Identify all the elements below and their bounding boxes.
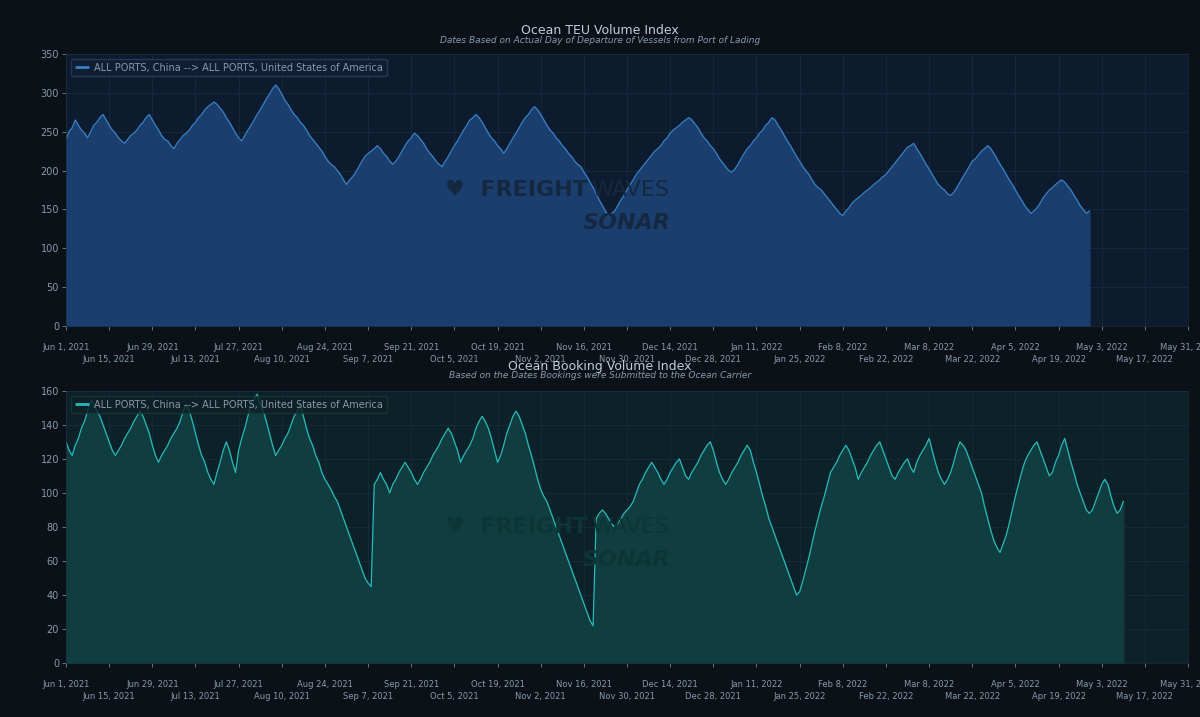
Text: Jun 29, 2021: Jun 29, 2021 <box>126 343 179 351</box>
Text: Oct 19, 2021: Oct 19, 2021 <box>470 343 524 351</box>
Text: Oct 5, 2021: Oct 5, 2021 <box>430 692 479 701</box>
Text: Jan 25, 2022: Jan 25, 2022 <box>774 355 826 364</box>
Text: Apr 5, 2022: Apr 5, 2022 <box>991 343 1039 351</box>
Text: Apr 5, 2022: Apr 5, 2022 <box>991 680 1039 688</box>
Text: Dec 14, 2021: Dec 14, 2021 <box>642 680 698 688</box>
Text: Apr 19, 2022: Apr 19, 2022 <box>1032 355 1086 364</box>
Text: Feb 8, 2022: Feb 8, 2022 <box>818 680 868 688</box>
Text: Nov 2, 2021: Nov 2, 2021 <box>515 355 566 364</box>
Text: Nov 2, 2021: Nov 2, 2021 <box>515 692 566 701</box>
Text: Feb 22, 2022: Feb 22, 2022 <box>859 355 913 364</box>
Text: Jun 15, 2021: Jun 15, 2021 <box>83 692 136 701</box>
Text: Apr 19, 2022: Apr 19, 2022 <box>1032 692 1086 701</box>
Text: Jun 1, 2021: Jun 1, 2021 <box>42 680 90 688</box>
Text: Aug 24, 2021: Aug 24, 2021 <box>296 680 353 688</box>
Text: Jan 25, 2022: Jan 25, 2022 <box>774 692 826 701</box>
Text: Jun 1, 2021: Jun 1, 2021 <box>42 343 90 351</box>
Text: Aug 10, 2021: Aug 10, 2021 <box>254 692 310 701</box>
Text: Nov 30, 2021: Nov 30, 2021 <box>599 692 655 701</box>
Text: Jan 11, 2022: Jan 11, 2022 <box>731 343 782 351</box>
Text: Jan 11, 2022: Jan 11, 2022 <box>731 680 782 688</box>
Text: Jul 13, 2021: Jul 13, 2021 <box>170 355 221 364</box>
Text: Oct 19, 2021: Oct 19, 2021 <box>470 680 524 688</box>
Legend: ALL PORTS, China --> ALL PORTS, United States of America: ALL PORTS, China --> ALL PORTS, United S… <box>71 396 386 414</box>
Text: Ocean TEU Volume Index: Ocean TEU Volume Index <box>521 24 679 37</box>
Text: Mar 8, 2022: Mar 8, 2022 <box>904 343 954 351</box>
Text: Jun 15, 2021: Jun 15, 2021 <box>83 355 136 364</box>
Text: May 31, 2022: May 31, 2022 <box>1159 343 1200 351</box>
Text: May 17, 2022: May 17, 2022 <box>1116 355 1174 364</box>
Text: Jul 13, 2021: Jul 13, 2021 <box>170 692 221 701</box>
Text: Aug 24, 2021: Aug 24, 2021 <box>296 343 353 351</box>
Text: Dec 28, 2021: Dec 28, 2021 <box>685 355 742 364</box>
Text: Feb 8, 2022: Feb 8, 2022 <box>818 343 868 351</box>
Text: SONAR: SONAR <box>583 213 671 233</box>
Text: Based on the Dates Bookings were Submitted to the Ocean Carrier: Based on the Dates Bookings were Submitt… <box>449 371 751 381</box>
Text: May 31, 2022: May 31, 2022 <box>1159 680 1200 688</box>
Text: Nov 16, 2021: Nov 16, 2021 <box>556 680 612 688</box>
Text: May 17, 2022: May 17, 2022 <box>1116 692 1174 701</box>
Text: Feb 22, 2022: Feb 22, 2022 <box>859 692 913 701</box>
Text: Dates Based on Actual Day of Departure of Vessels from Port of Lading: Dates Based on Actual Day of Departure o… <box>440 36 760 45</box>
Text: Aug 10, 2021: Aug 10, 2021 <box>254 355 310 364</box>
Text: SONAR: SONAR <box>583 550 671 570</box>
Legend: ALL PORTS, China --> ALL PORTS, United States of America: ALL PORTS, China --> ALL PORTS, United S… <box>71 59 386 77</box>
Text: Dec 14, 2021: Dec 14, 2021 <box>642 343 698 351</box>
Text: Jul 27, 2021: Jul 27, 2021 <box>214 680 264 688</box>
Text: Mar 22, 2022: Mar 22, 2022 <box>944 692 1000 701</box>
Text: Jun 29, 2021: Jun 29, 2021 <box>126 680 179 688</box>
Text: Sep 7, 2021: Sep 7, 2021 <box>343 692 394 701</box>
Text: WAVES: WAVES <box>592 517 670 537</box>
Text: WAVES: WAVES <box>592 180 670 200</box>
Text: Ocean Booking Volume Index: Ocean Booking Volume Index <box>509 360 691 373</box>
Text: Sep 21, 2021: Sep 21, 2021 <box>384 343 439 351</box>
Text: Dec 28, 2021: Dec 28, 2021 <box>685 692 742 701</box>
Text: Oct 5, 2021: Oct 5, 2021 <box>430 355 479 364</box>
Text: Nov 16, 2021: Nov 16, 2021 <box>556 343 612 351</box>
Text: ♥  FREIGHT: ♥ FREIGHT <box>445 517 588 537</box>
Text: Nov 30, 2021: Nov 30, 2021 <box>599 355 655 364</box>
Text: ♥  FREIGHT: ♥ FREIGHT <box>445 180 588 200</box>
Text: Mar 8, 2022: Mar 8, 2022 <box>904 680 954 688</box>
Text: Jul 27, 2021: Jul 27, 2021 <box>214 343 264 351</box>
Text: May 3, 2022: May 3, 2022 <box>1076 343 1128 351</box>
Text: Mar 22, 2022: Mar 22, 2022 <box>944 355 1000 364</box>
Text: Sep 7, 2021: Sep 7, 2021 <box>343 355 394 364</box>
Text: May 3, 2022: May 3, 2022 <box>1076 680 1128 688</box>
Text: Sep 21, 2021: Sep 21, 2021 <box>384 680 439 688</box>
